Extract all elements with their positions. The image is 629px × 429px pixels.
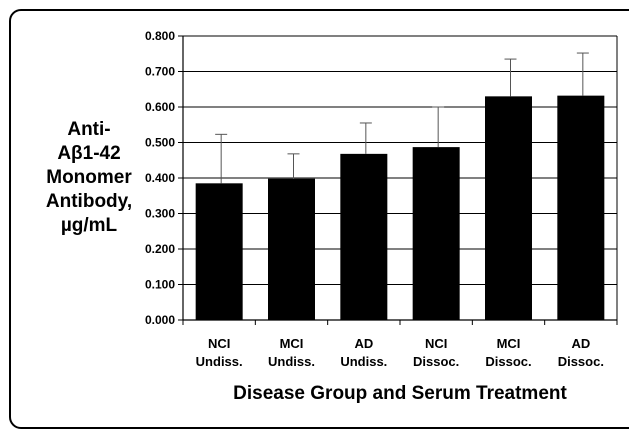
bar xyxy=(485,96,532,320)
x-tick-label: Dissoc. xyxy=(558,354,604,369)
x-tick-label: Undiss. xyxy=(268,354,315,369)
y-tick-label: 0.200 xyxy=(145,242,175,256)
y-axis-label-line: µg/mL xyxy=(61,215,118,236)
bar xyxy=(340,153,388,320)
x-tick-label: MCI xyxy=(497,336,521,351)
chart: 0.000 0.100 0.200 0.300 0.400 0.500 0.600 0.700… xyxy=(46,29,618,404)
bar xyxy=(195,183,243,320)
x-axis-label: Disease Group and Serum Treatment xyxy=(233,383,567,404)
y-tick-labels: 0.000 0.100 0.200 0.300 0.400 0.500 0.600 0.700… xyxy=(145,29,175,327)
y-axis-label-line: Anti- xyxy=(67,119,110,140)
error-bars xyxy=(215,52,589,184)
y-axis-label-line: Monomer xyxy=(46,167,132,188)
bar xyxy=(412,147,460,320)
grid-lines xyxy=(178,35,618,325)
y-axis-label-line: Antibody, xyxy=(46,191,132,212)
bar xyxy=(268,178,315,320)
y-tick-label: 0.400 xyxy=(145,171,175,185)
x-tick-label: Dissoc. xyxy=(485,354,531,369)
x-tick-label: Undiss. xyxy=(196,354,243,369)
y-tick-label: 0.600 xyxy=(145,100,175,114)
y-tick-label: 0.100 xyxy=(145,278,175,292)
y-axis-label: Anti- Aβ1-42 Monomer Antibody, µg/mL xyxy=(46,119,132,236)
x-tick-label: AD xyxy=(571,336,590,351)
x-tick-label: Dissoc. xyxy=(413,354,459,369)
x-tick-label: MCI xyxy=(280,336,304,351)
x-tick-labels: NCI Undiss. MCI Undiss. AD Undiss. NCI Dissoc. M… xyxy=(196,336,604,369)
y-axis-label-line: Aβ1-42 xyxy=(57,143,120,164)
y-tick-label: 0.500 xyxy=(145,136,175,150)
bars xyxy=(195,95,605,320)
bar xyxy=(557,95,605,320)
y-tick-label: 0.300 xyxy=(145,207,175,221)
x-tick-label: NCI xyxy=(208,336,230,351)
x-tick-label: Undiss. xyxy=(340,354,387,369)
y-tick-label: 0.000 xyxy=(145,313,175,327)
y-tick-label: 0.700 xyxy=(145,65,175,79)
x-tick-label: NCI xyxy=(425,336,447,351)
y-tick-label: 0.800 xyxy=(145,29,175,43)
axes xyxy=(182,36,618,321)
x-tick-label: AD xyxy=(354,336,373,351)
